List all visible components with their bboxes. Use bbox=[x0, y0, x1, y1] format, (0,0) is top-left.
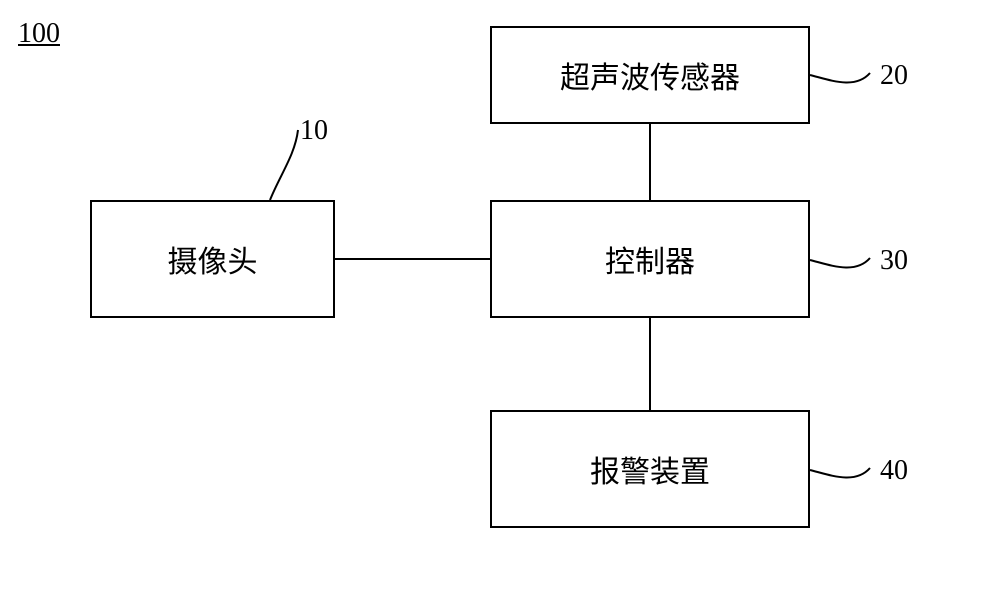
camera-label: 摄像头 bbox=[168, 237, 258, 281]
lead-line-sensor bbox=[810, 73, 870, 83]
block-diagram: 100 摄像头 10 超声波传感器 20 控制器 30 报警装置 40 bbox=[0, 0, 1000, 594]
controller-ref: 30 bbox=[880, 245, 908, 277]
camera-ref: 10 bbox=[300, 115, 328, 147]
controller-label: 控制器 bbox=[605, 237, 695, 281]
sensor-ref: 20 bbox=[880, 60, 908, 92]
connector-camera-controller bbox=[335, 258, 490, 260]
alarm-block: 报警装置 bbox=[490, 410, 810, 528]
sensor-label: 超声波传感器 bbox=[560, 53, 740, 97]
sensor-block: 超声波传感器 bbox=[490, 26, 810, 124]
system-ref-label: 100 bbox=[18, 18, 60, 50]
lead-line-camera bbox=[270, 130, 298, 200]
lead-line-controller bbox=[810, 258, 870, 268]
connector-controller-alarm bbox=[649, 318, 651, 410]
alarm-ref: 40 bbox=[880, 455, 908, 487]
lead-line-alarm bbox=[810, 468, 870, 478]
alarm-label: 报警装置 bbox=[590, 447, 710, 491]
controller-block: 控制器 bbox=[490, 200, 810, 318]
camera-block: 摄像头 bbox=[90, 200, 335, 318]
connector-sensor-controller bbox=[649, 124, 651, 200]
